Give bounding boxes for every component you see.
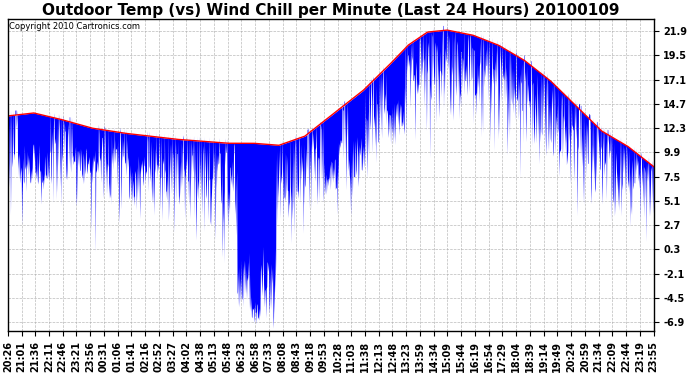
Title: Outdoor Temp (vs) Wind Chill per Minute (Last 24 Hours) 20100109: Outdoor Temp (vs) Wind Chill per Minute …: [42, 3, 620, 18]
Text: Copyright 2010 Cartronics.com: Copyright 2010 Cartronics.com: [9, 22, 140, 31]
